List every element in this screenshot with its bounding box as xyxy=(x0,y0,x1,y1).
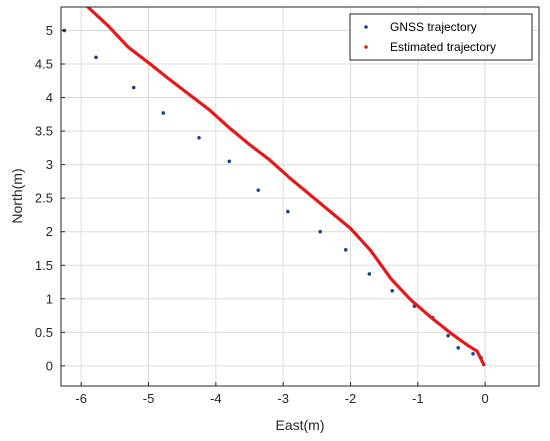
plot-frame xyxy=(60,6,540,387)
data-point-gnss xyxy=(471,352,475,356)
legend-label-estimated: Estimated trajectory xyxy=(390,40,496,54)
x-tick-label: -4 xyxy=(210,391,222,406)
y-tick-label: 1.5 xyxy=(35,258,53,273)
y-tick-label: 0 xyxy=(46,358,53,373)
data-point-gnss xyxy=(227,159,232,164)
data-series xyxy=(62,7,486,367)
y-tick-label: 2 xyxy=(46,224,53,239)
x-tick-label: -2 xyxy=(345,391,357,406)
y-tick-label: 1 xyxy=(46,291,53,306)
y-tick-label: 3 xyxy=(46,157,53,172)
x-axis-label: East(m) xyxy=(276,417,325,433)
data-point-gnss xyxy=(367,272,372,276)
x-tick-label: 0 xyxy=(482,391,489,406)
legend-marker-estimated xyxy=(364,45,368,49)
y-tick-label: 2.5 xyxy=(35,191,53,206)
data-point-gnss xyxy=(161,111,166,115)
data-point-gnss xyxy=(343,248,348,252)
x-tick-label: -5 xyxy=(143,391,155,406)
data-point-gnss xyxy=(94,55,98,60)
x-tick-label: -6 xyxy=(75,391,87,406)
y-tick-label: 4.5 xyxy=(35,57,53,72)
y-tick-label: 5 xyxy=(46,23,53,38)
data-point-gnss xyxy=(131,85,136,90)
data-point-gnss xyxy=(256,188,261,192)
y-axis-label: North(m) xyxy=(9,168,25,223)
y-tick-label: 0.5 xyxy=(35,325,53,340)
legend-box xyxy=(349,13,533,61)
x-tick-label: -1 xyxy=(412,391,424,406)
y-tick-label: 3.5 xyxy=(35,124,53,139)
legend-label-gnss: GNSS trajectory xyxy=(390,20,477,34)
data-point-gnss xyxy=(456,345,461,350)
data-point-gnss xyxy=(286,209,290,214)
y-tick-label: 4 xyxy=(46,90,53,105)
legend: GNSS trajectory Estimated trajectory xyxy=(349,13,533,61)
x-axis-ticks: -6 -5 -4 -3 -2 -1 0 xyxy=(75,382,489,406)
plot-area xyxy=(61,7,539,386)
data-point-gnss xyxy=(197,136,201,140)
data-point-estimated xyxy=(482,362,486,367)
grid-lines xyxy=(61,7,539,386)
series-estimated xyxy=(86,7,486,367)
data-point-gnss xyxy=(446,333,450,338)
legend-marker-gnss xyxy=(364,25,368,29)
data-point-gnss xyxy=(318,229,322,234)
x-tick-label: -3 xyxy=(277,391,289,406)
data-point-gnss xyxy=(390,288,395,293)
y-axis-ticks: 0 0.5 1 1.5 2 2.5 3 3.5 4 4.5 5 xyxy=(35,23,65,373)
